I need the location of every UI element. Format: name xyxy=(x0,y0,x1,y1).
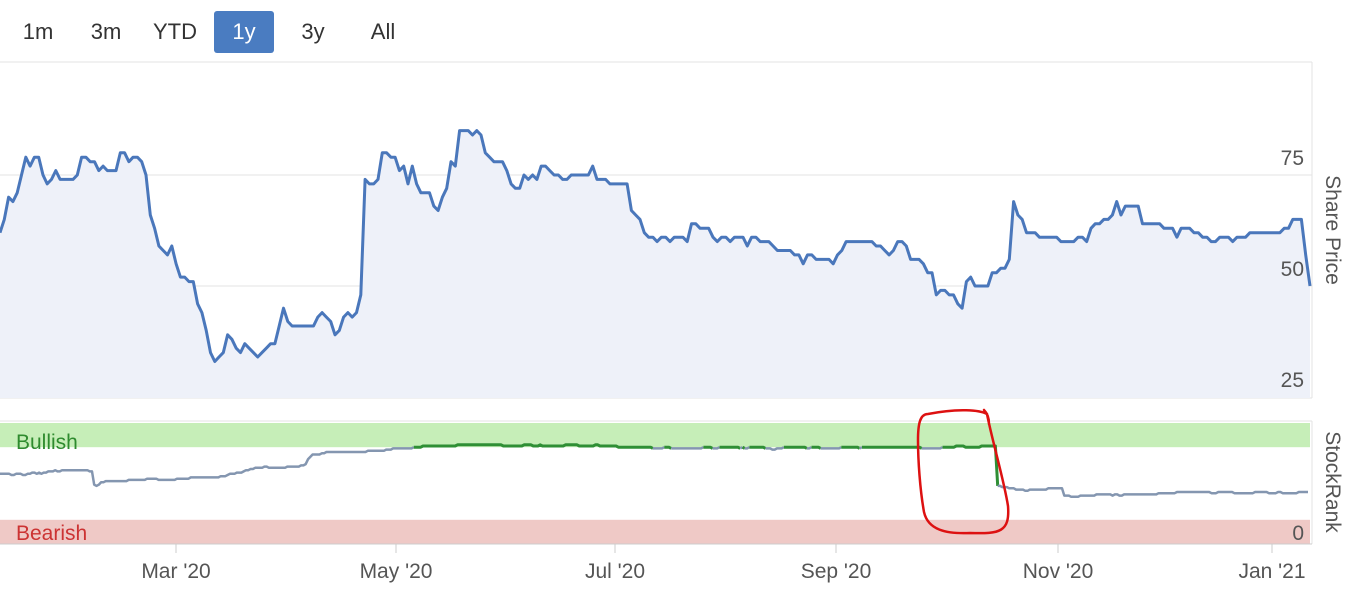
price-tick-label: 50 xyxy=(1281,258,1304,281)
stockrank-line-segment xyxy=(671,446,704,450)
x-tick-label: Nov '20 xyxy=(1023,560,1094,583)
stockrank-line-segment xyxy=(0,446,415,488)
range-all-button[interactable]: All xyxy=(370,19,396,44)
stockrank-line-bullish-segment xyxy=(664,445,672,450)
x-tick-label: Jul '20 xyxy=(585,560,645,583)
stockrank-line-segment xyxy=(744,446,750,450)
stockrank-line-bullish-segment xyxy=(749,445,767,450)
stockrank-line-bullish-segment xyxy=(719,445,741,450)
stockrank-line-segment xyxy=(712,446,721,450)
range-selector: 1m 3m YTD 1y 3y All xyxy=(0,11,480,55)
stockrank-line-segment xyxy=(997,484,1308,499)
price-series-line xyxy=(0,129,1312,363)
x-tick-label: Sep '20 xyxy=(801,560,872,583)
range-1y-button[interactable]: 1y xyxy=(214,11,274,53)
stockrank-line-bullish-segment xyxy=(811,445,822,450)
price-tick-label: 25 xyxy=(1281,369,1304,392)
stockrank-line-segment xyxy=(921,446,944,450)
stockrank-line-segment xyxy=(765,446,785,451)
bullish-zone xyxy=(0,423,1310,448)
x-tick-label: Mar '20 xyxy=(141,560,210,583)
range-3y-button[interactable]: 3y xyxy=(301,19,325,44)
stockrank-tick-label: 0 xyxy=(1292,522,1304,545)
x-tick-label: May '20 xyxy=(360,560,433,583)
share-price-axis-title: Share Price xyxy=(1321,175,1344,285)
stockrank-line-segment xyxy=(806,446,813,450)
bullish-zone-label: Bullish xyxy=(16,431,78,454)
stockrank-line-segment xyxy=(739,446,744,450)
range-ytd-button[interactable]: YTD xyxy=(153,19,197,44)
stockrank-line-bullish-segment xyxy=(942,444,1000,486)
stockrank-line-segment xyxy=(820,446,842,450)
bearish-zone-label: Bearish xyxy=(16,522,87,545)
price-area-fill xyxy=(0,130,1310,398)
stockrank-line-bullish-segment xyxy=(841,445,861,450)
x-axis: Mar '20 May '20 Jul '20 Sep '20 Nov '20 Jan '… xyxy=(0,543,1312,583)
stockrank-line-bullish-segment xyxy=(703,445,714,450)
red-hand-drawn-circle xyxy=(916,408,1010,535)
stockrank-line-segment xyxy=(859,446,863,450)
price-tick-label: 75 xyxy=(1281,147,1304,170)
stockrank-line-bullish-segment xyxy=(741,445,746,450)
range-3m-button[interactable]: 3m xyxy=(90,19,122,44)
stockrank-line-bullish-segment xyxy=(783,445,808,450)
stockrank-line-bullish-segment xyxy=(413,443,654,450)
stockrank-pane: Bullish Bearish 0 StockRank xyxy=(0,420,1344,545)
price-pane: 25 50 75 Share Price xyxy=(0,61,1344,399)
range-1m-button[interactable]: 1m xyxy=(22,19,54,44)
stockrank-line-segment xyxy=(652,446,665,450)
x-tick-label: Jan '21 xyxy=(1238,560,1305,583)
stockrank-axis-title: StockRank xyxy=(1321,431,1344,533)
stockrank-line-bullish-segment xyxy=(862,445,923,450)
bearish-zone xyxy=(0,519,1310,544)
